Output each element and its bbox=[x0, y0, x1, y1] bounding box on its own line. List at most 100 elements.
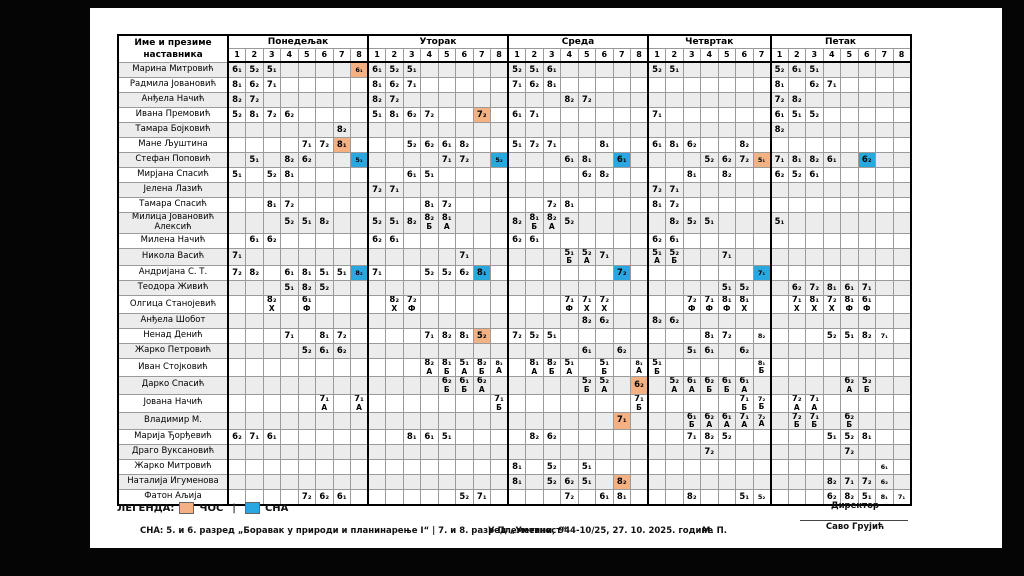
schedule-cell: 7₁ Б bbox=[735, 393, 754, 413]
schedule-cell bbox=[332, 152, 351, 168]
schedule-cell bbox=[297, 167, 316, 183]
schedule-cell bbox=[752, 459, 771, 476]
schedule-cell bbox=[280, 92, 299, 108]
class-code: 7₂ bbox=[791, 412, 802, 422]
class-code: 8₁ bbox=[389, 109, 400, 120]
schedule-cell bbox=[682, 313, 701, 330]
footer-seal: М. П. bbox=[702, 526, 727, 536]
group-letter: Б bbox=[846, 420, 853, 430]
class-code: 6₁ bbox=[809, 169, 820, 180]
period-number-header: 4 bbox=[822, 48, 841, 63]
schedule-cell bbox=[245, 167, 264, 183]
schedule-cell: 8₂ Б bbox=[420, 212, 439, 234]
schedule-cell bbox=[245, 122, 264, 138]
class-code: 7₁ bbox=[319, 394, 330, 404]
schedule-cell bbox=[350, 122, 369, 138]
schedule-cell bbox=[367, 122, 386, 138]
schedule-cell bbox=[717, 393, 736, 413]
schedule-cell bbox=[717, 459, 736, 476]
group-letter: А bbox=[531, 367, 538, 377]
group-letter: Ф bbox=[723, 304, 731, 314]
schedule-cell bbox=[472, 137, 491, 153]
schedule-cell bbox=[297, 182, 316, 198]
schedule-cell bbox=[455, 77, 474, 93]
schedule-cell bbox=[455, 474, 474, 491]
class-code: 8₂ bbox=[669, 217, 680, 228]
schedule-cell bbox=[525, 411, 544, 431]
class-code: 7₁ bbox=[424, 330, 435, 341]
class-code: 5₂ bbox=[704, 154, 715, 165]
schedule-cell bbox=[665, 152, 684, 168]
teacher-name: Драго Вуксановић bbox=[117, 444, 229, 461]
schedule-cell bbox=[420, 61, 439, 78]
teacher-name: Марина Митровић bbox=[117, 61, 229, 78]
schedule-cell bbox=[472, 167, 491, 183]
schedule-cell bbox=[280, 137, 299, 153]
schedule-cell bbox=[315, 313, 334, 330]
group-letter: Б bbox=[443, 367, 450, 377]
schedule-cell bbox=[507, 152, 526, 168]
schedule-cell bbox=[525, 343, 544, 360]
class-code: 6₁ bbox=[739, 376, 750, 386]
schedule-cell bbox=[420, 232, 439, 249]
schedule-cell bbox=[700, 280, 719, 297]
class-code: 8₁ bbox=[774, 79, 785, 90]
schedule-cell: 5₂ bbox=[490, 152, 509, 168]
class-code: 5₁ bbox=[406, 64, 417, 75]
class-code: 5₂ bbox=[581, 376, 592, 386]
class-code: 6₁ bbox=[599, 491, 610, 502]
class-code: 6₂ bbox=[599, 315, 610, 326]
schedule-cell: 6₁ bbox=[805, 167, 824, 183]
schedule-cell bbox=[717, 122, 736, 138]
schedule-cell bbox=[752, 375, 771, 395]
class-code: 7₁ bbox=[669, 184, 680, 195]
schedule-cell bbox=[612, 444, 631, 461]
period-number-header: 6 bbox=[857, 48, 876, 63]
schedule-cell bbox=[227, 489, 246, 506]
schedule-cell: 5₂ bbox=[822, 328, 841, 345]
schedule-cell: 5₁ bbox=[857, 489, 876, 506]
schedule-cell bbox=[612, 92, 631, 108]
schedule-cell bbox=[647, 429, 666, 446]
schedule-cell bbox=[787, 182, 806, 198]
schedule-cell: 8₂ bbox=[245, 265, 264, 282]
schedule-cell bbox=[315, 92, 334, 108]
schedule-cell: 5₁ bbox=[525, 61, 544, 78]
class-code: 8₂ bbox=[721, 169, 732, 180]
schedule-cell bbox=[490, 375, 509, 395]
group-letter: Ф bbox=[565, 304, 573, 314]
group-letter: Б bbox=[636, 402, 642, 412]
schedule-cell: 7₂ bbox=[315, 137, 334, 153]
class-code: 7₂ bbox=[564, 491, 575, 502]
class-code: 5₂ bbox=[319, 282, 330, 293]
schedule-cell bbox=[560, 265, 579, 282]
period-number-header: 8 bbox=[350, 48, 369, 63]
class-code: 7₂ bbox=[739, 154, 750, 165]
schedule-cell bbox=[735, 328, 754, 345]
schedule-cell bbox=[437, 247, 456, 267]
schedule-cell bbox=[560, 459, 579, 476]
schedule-cell bbox=[857, 77, 876, 93]
schedule-cell bbox=[769, 265, 789, 282]
schedule-cell: 8₂ bbox=[822, 474, 841, 491]
class-code: 5₂ bbox=[476, 330, 487, 341]
schedule-cell bbox=[280, 61, 299, 78]
schedule-cell bbox=[262, 122, 281, 138]
schedule-cell: 5₂ bbox=[262, 167, 281, 183]
schedule-cell bbox=[822, 197, 841, 213]
teacher-name: Милена Начић bbox=[117, 232, 229, 249]
schedule-cell: 8₁ bbox=[472, 265, 491, 282]
schedule-cell bbox=[735, 212, 754, 234]
schedule-cell: 7₁ Б bbox=[630, 393, 649, 413]
schedule-cell bbox=[665, 295, 684, 315]
class-code: 5₁ bbox=[301, 217, 312, 228]
class-code: 5₂ bbox=[406, 139, 417, 150]
schedule-cell bbox=[367, 411, 386, 431]
schedule-cell: 7₂ bbox=[542, 197, 561, 213]
schedule-cell bbox=[420, 122, 439, 138]
class-code: 6₂ bbox=[249, 79, 260, 90]
schedule-cell: 8₁ bbox=[787, 152, 806, 168]
schedule-cell bbox=[787, 474, 806, 491]
class-code: 6₁ bbox=[774, 109, 785, 120]
schedule-cell bbox=[472, 92, 491, 108]
